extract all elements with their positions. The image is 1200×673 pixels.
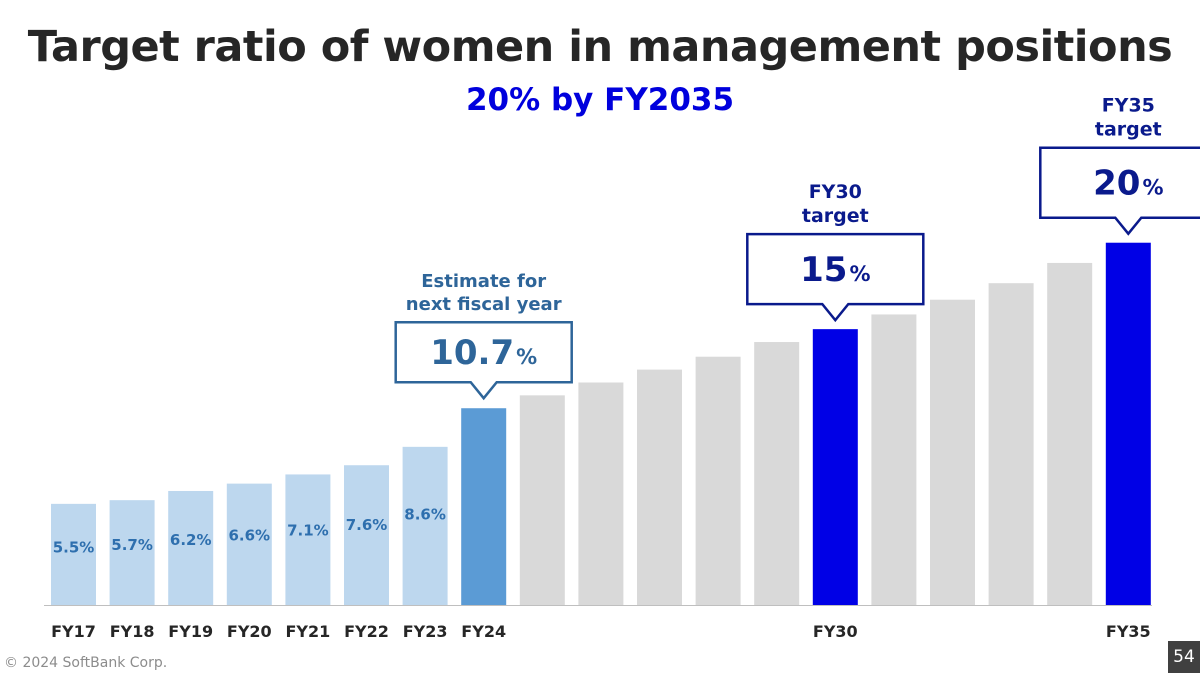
x-tick-label: FY19 xyxy=(168,622,213,641)
callout-value: 10.7% xyxy=(430,333,537,373)
callout-heading: FY35 xyxy=(1102,95,1155,117)
bar-fy26 xyxy=(578,382,624,605)
data-label: 6.6% xyxy=(228,527,270,545)
x-tick-label: FY30 xyxy=(813,622,858,641)
data-label: 8.6% xyxy=(404,505,446,523)
bar-fy32 xyxy=(930,299,975,605)
page-subtitle: 20% by FY2035 xyxy=(465,82,735,118)
bar-fy35 xyxy=(1105,242,1151,605)
x-tick-label: FY24 xyxy=(461,622,506,641)
bar-fy25 xyxy=(519,395,565,605)
data-label: 7.6% xyxy=(346,516,388,534)
page-number: 54 xyxy=(1168,641,1200,673)
bar-fy19 xyxy=(168,490,214,605)
bar-fy33 xyxy=(988,283,1034,605)
bar-fy28 xyxy=(695,356,741,605)
bar-fy29 xyxy=(754,342,800,605)
callout-heading: target xyxy=(802,205,869,227)
callout-heading: FY30 xyxy=(809,181,862,203)
x-tick-label: FY20 xyxy=(227,622,272,641)
callout-heading: next fiscal year xyxy=(406,294,562,315)
bar-fy21 xyxy=(285,474,331,605)
bar-fy30 xyxy=(812,329,858,605)
x-tick-label: FY21 xyxy=(286,622,331,641)
bar-fy27 xyxy=(637,369,682,605)
data-label: 5.7% xyxy=(111,536,153,554)
bar-fy22 xyxy=(344,465,389,605)
page-title: Target ratio of women in management posi… xyxy=(27,22,1173,72)
data-label: 5.5% xyxy=(53,538,95,556)
bar-fy31 xyxy=(871,314,917,605)
bar-fy18 xyxy=(109,500,155,605)
callout-box xyxy=(1039,146,1200,236)
bar-fy17 xyxy=(51,503,96,605)
bar-fy23 xyxy=(402,446,448,605)
data-label: 6.2% xyxy=(170,531,212,549)
data-label: 7.1% xyxy=(287,521,329,539)
x-tick-label: FY22 xyxy=(344,622,389,641)
bar-fy34 xyxy=(1047,262,1093,605)
copyright-footer: © 2024 SoftBank Corp. xyxy=(4,655,168,671)
bar-fy20 xyxy=(226,483,272,605)
x-tick-label: FY35 xyxy=(1106,622,1151,641)
callout-box xyxy=(394,320,573,401)
x-tick-label: FY23 xyxy=(403,622,448,641)
x-tick-label: FY18 xyxy=(110,622,155,641)
callout-heading: Estimate for xyxy=(421,271,546,292)
x-tick-label: FY17 xyxy=(51,622,96,641)
callout-box xyxy=(746,232,925,323)
callout-heading: target xyxy=(1095,119,1162,141)
bar-fy24 xyxy=(461,408,507,605)
callout-value: 15% xyxy=(800,250,870,290)
callout-value: 20% xyxy=(1093,164,1163,204)
